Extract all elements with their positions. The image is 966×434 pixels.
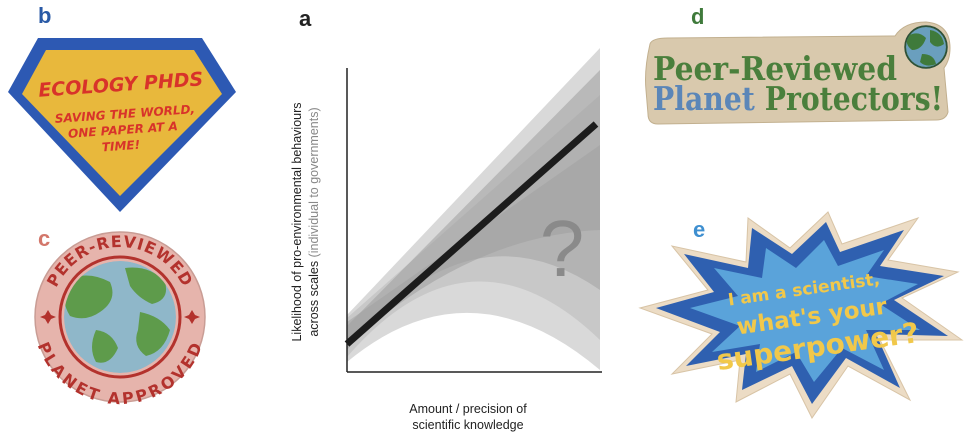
trend-line (344, 121, 599, 347)
x-axis-label-line2: scientific knowledge (412, 418, 523, 432)
x-axis-label-line1: Amount / precision of (409, 402, 527, 416)
uncertainty-band-dark (347, 70, 600, 346)
panel-label-a: a (299, 6, 312, 31)
burst-inner (690, 240, 920, 382)
globe-icon (906, 27, 946, 67)
question-mark: ? (540, 204, 585, 293)
superpower-sticker: I am a scientist, what's your superpower… (638, 211, 964, 419)
planet-protectors-sticker: Peer-Reviewed Planet Protectors! (645, 21, 951, 125)
shield-inner (22, 50, 222, 196)
knowledge-behaviour-diagram: ? Likelihood of pro-environmental behavi… (290, 48, 602, 432)
sticker-d-background (645, 21, 951, 125)
y-axis-label: Likelihood of pro-environmental behaviou… (290, 102, 304, 341)
sticker-d-line1: Peer-Reviewed (653, 49, 897, 88)
star-right-icon (184, 310, 200, 324)
sticker-b-line3: TIME! (101, 138, 140, 155)
panel-label-c: c (38, 226, 51, 251)
panel-label-e: e (693, 217, 706, 242)
ecology-phds-sticker: ECOLOGY PHDS SAVING THE WORLD, ONE PAPER… (8, 38, 236, 212)
sticker-d-line2: Planet Protectors! (653, 79, 943, 118)
globe-icon (64, 261, 176, 373)
panel-label-d: d (691, 4, 705, 29)
star-left-icon (40, 310, 56, 324)
panel-label-b: b (38, 3, 52, 28)
badge-inner-ring (58, 255, 182, 379)
y-axis-sublabel: across scales (individual to governments… (307, 107, 321, 336)
planet-approved-sticker: PEER-REVIEWED PLANET APPROVED (34, 231, 206, 408)
